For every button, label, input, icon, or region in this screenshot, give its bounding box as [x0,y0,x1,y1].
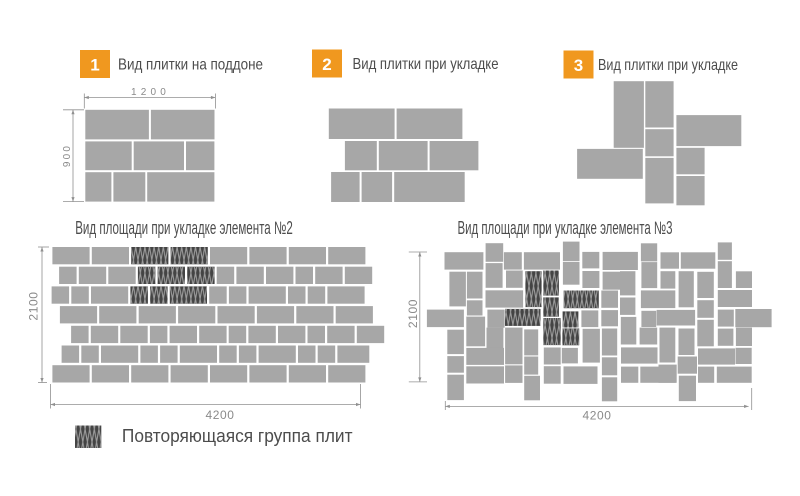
svg-text:1: 1 [90,56,99,75]
svg-text:900: 900 [62,144,73,167]
svg-text:Вид площади при укладке элемен: Вид площади при укладке элемента №2 [75,218,293,238]
svg-text:Вид плитки при укладке: Вид плитки при укладке [353,56,499,73]
svg-text:4200: 4200 [582,409,611,423]
svg-text:Повторяющаяся группа плит: Повторяющаяся группа плит [122,426,353,446]
svg-text:2: 2 [322,55,331,74]
svg-text:Вид плитки при укладке: Вид плитки при укладке [598,57,738,74]
svg-text:2100: 2100 [26,291,40,320]
svg-text:3: 3 [574,56,583,75]
svg-text:2100: 2100 [406,299,420,328]
svg-text:4200: 4200 [205,408,234,422]
svg-text:Вид площади при укладке элемен: Вид площади при укладке элемента №3 [458,218,673,238]
svg-text:Вид плитки на поддоне: Вид плитки на поддоне [118,57,263,74]
svg-text:1200: 1200 [131,87,170,98]
